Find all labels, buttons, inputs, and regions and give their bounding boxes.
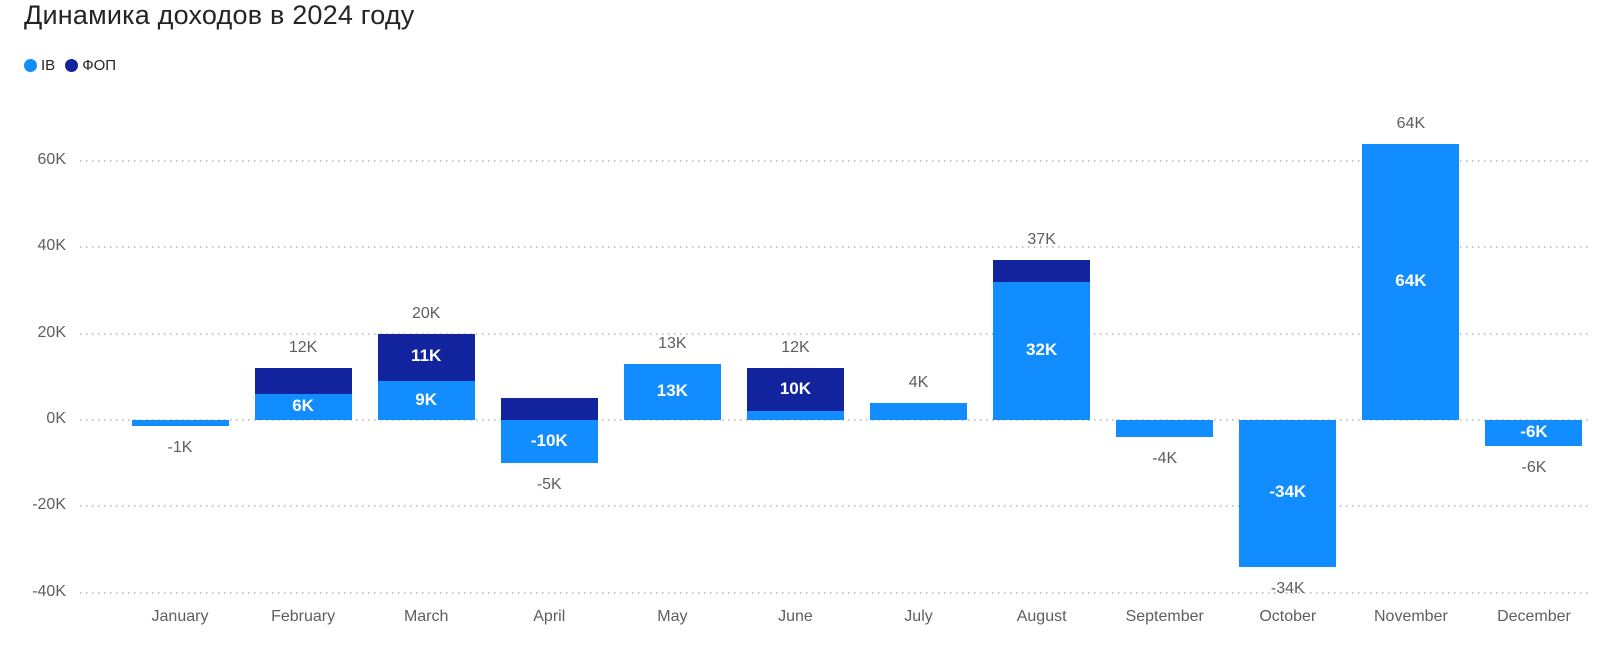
chart-title: Динамика доходов в 2024 году xyxy=(24,0,415,30)
y-axis-tick-label: -40K xyxy=(32,582,66,600)
bar-segment-ib-december[interactable] xyxy=(1485,420,1583,446)
legend-item-ib[interactable]: ІВ xyxy=(24,57,55,74)
x-axis-label-june: June xyxy=(778,608,813,625)
bar-total-label: -4K xyxy=(1152,450,1178,468)
bar-total-label: -1K xyxy=(167,439,193,456)
bar-segment-ib-june[interactable] xyxy=(746,411,844,420)
bar-segment-ib-february[interactable] xyxy=(254,394,352,420)
legend-dot-fop-icon xyxy=(65,58,79,72)
bar-segment-ib-april[interactable] xyxy=(500,420,598,464)
gridline--40K xyxy=(80,591,1588,594)
x-axis-label-february: February xyxy=(271,608,336,625)
x-axis-label-september: September xyxy=(1125,608,1204,625)
x-axis-label-april: April xyxy=(533,608,566,625)
bar-segment-fop-june[interactable] xyxy=(746,368,844,412)
y-axis-tick-label: 60K xyxy=(37,151,66,169)
bar-segment-ib-may[interactable] xyxy=(623,363,721,420)
bar-segment-ib-july[interactable] xyxy=(870,402,968,420)
bar-total-label: 37K xyxy=(1027,231,1056,249)
gridline--20K xyxy=(80,505,1588,508)
bar-segment-ib-august[interactable] xyxy=(993,281,1091,420)
bar-segment-ib-september[interactable] xyxy=(1116,420,1214,438)
bar-segment-fop-april[interactable] xyxy=(500,398,598,420)
gridline-60K xyxy=(80,160,1588,163)
gridline-0K xyxy=(80,419,1588,421)
bar-segment-ib-january[interactable] xyxy=(131,420,229,426)
legend-dot-ib-icon xyxy=(24,58,37,72)
legend-item-fop[interactable]: ФОП xyxy=(65,57,116,74)
bar-total-label: 20K xyxy=(411,304,441,322)
bar-total-label: -6K xyxy=(1521,458,1547,476)
bar-total-label: 4K xyxy=(908,373,929,391)
bar-total-label: 12K xyxy=(781,339,810,357)
bar-total-label: 64K xyxy=(1396,114,1426,132)
x-axis-label-july: July xyxy=(904,608,933,625)
x-axis-label-august: August xyxy=(1016,608,1067,625)
y-axis-tick-label: 40K xyxy=(37,237,66,255)
bar-total-label: -5K xyxy=(536,476,562,494)
y-axis-tick-label: 0K xyxy=(46,410,66,427)
bar-segment-fop-august[interactable] xyxy=(993,260,1091,282)
x-axis-label-march: March xyxy=(403,608,449,625)
bar-total-label: 12K xyxy=(288,339,318,357)
gridline-20K xyxy=(80,332,1588,335)
x-axis-label-november: November xyxy=(1373,608,1448,625)
x-axis-label-january: January xyxy=(151,608,209,625)
legend-label-ib: ІВ xyxy=(41,56,56,74)
legend-label-fop: ФОП xyxy=(82,56,117,74)
y-axis-tick-label: -20K xyxy=(32,496,66,514)
x-axis-label-october: October xyxy=(1259,608,1317,625)
x-axis-label-december: December xyxy=(1497,608,1571,625)
bar-segment-ib-march[interactable] xyxy=(377,381,475,420)
y-axis-tick-label: 20K xyxy=(37,323,66,341)
bar-total-label: -34K xyxy=(1270,579,1305,597)
legend: ІВ ФОП xyxy=(24,55,116,75)
bar-segment-ib-october[interactable] xyxy=(1239,420,1337,567)
gridline-40K xyxy=(80,246,1588,249)
bar-total-label: 13K xyxy=(658,334,687,352)
bar-segment-ib-november[interactable] xyxy=(1362,143,1460,420)
x-axis-label-may: May xyxy=(657,608,688,625)
bar-segment-fop-march[interactable] xyxy=(377,333,475,382)
bar-segment-fop-february[interactable] xyxy=(254,368,352,395)
